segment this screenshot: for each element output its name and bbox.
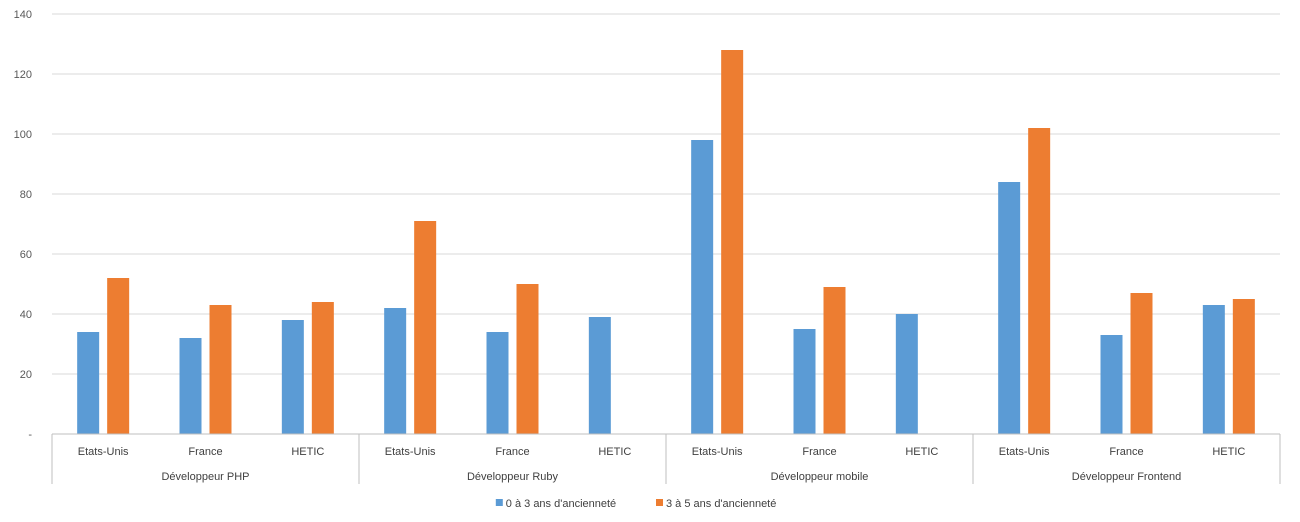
x-category-label: France [1109,446,1143,458]
x-category-label: Etats-Unis [999,446,1050,458]
bar-series-1 [179,338,202,434]
y-tick-label: 100 [14,129,32,141]
x-category-label: France [802,446,836,458]
x-category-label: HETIC [598,446,631,458]
bar-series-1 [77,332,100,434]
bar-series-2 [107,278,130,434]
y-tick-label: 80 [20,189,32,201]
y-tick-label: 20 [20,369,32,381]
bar-series-1 [998,182,1021,434]
legend-swatch [656,499,663,506]
legend[interactable]: 0 à 3 ans d'ancienneté 3 à 5 ans d'ancien… [495,498,777,510]
bar-series-2 [414,221,437,434]
x-category-label: France [495,446,529,458]
x-category-label: Etats-Unis [692,446,743,458]
bar-series-1 [384,308,407,434]
x-group-label: Développeur Frontend [1072,471,1181,483]
bar-series-1 [793,329,816,434]
x-group-label: Développeur mobile [771,471,869,483]
legend-label[interactable]: 0 à 3 ans d'ancienneté [506,498,616,510]
x-category-label: Etats-Unis [385,446,436,458]
bar-series-2 [311,302,334,434]
y-tick-label: 120 [14,69,32,81]
x-category-label: HETIC [1212,446,1245,458]
bar-series-2 [1028,128,1051,434]
y-tick-label: - [28,429,32,441]
legend-swatch [495,499,503,506]
bar-series-1 [691,140,714,434]
bar-series-2 [209,305,232,434]
bar-series-1 [588,317,611,434]
legend-label[interactable]: 3 à 5 ans d'ancienneté [666,498,776,510]
bar-series-2 [823,287,846,434]
x-axis: Etats-Unis France HETIC Etats-Unis France HET… [51,433,1281,484]
x-group-label: Développeur Ruby [467,471,559,483]
bar-series-1 [1202,305,1225,434]
bar-series-2 [721,50,744,434]
bar-series-2 [516,284,539,434]
x-category-label: HETIC [905,446,938,458]
x-category-label: Etats-Unis [78,446,129,458]
gridlines [52,13,1280,375]
bar-series-1 [486,332,509,434]
y-axis-ticks: - 20 40 60 80 100 120 140 [14,9,33,441]
x-category-label: France [188,446,222,458]
bar-series-2 [1130,293,1153,434]
bar-series-1 [895,314,918,434]
bars [77,50,1255,434]
y-tick-label: 60 [20,249,32,261]
bar-series-1 [281,320,304,434]
y-tick-label: 140 [14,9,32,21]
bar-series-1 [1100,335,1123,434]
bar-series-2 [1232,299,1255,434]
x-category-label: HETIC [291,446,324,458]
x-group-label: Développeur PHP [161,471,249,483]
y-tick-label: 40 [20,309,32,321]
